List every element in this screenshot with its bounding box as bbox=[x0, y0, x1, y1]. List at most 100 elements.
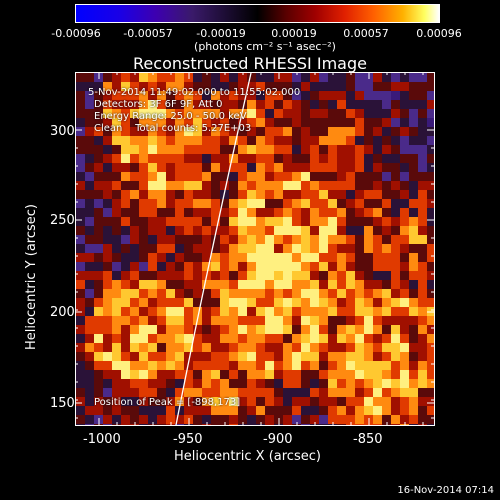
image-pixel bbox=[274, 82, 283, 91]
image-pixel bbox=[427, 253, 434, 262]
image-pixel bbox=[211, 370, 220, 379]
image-pixel bbox=[85, 190, 94, 199]
image-pixel bbox=[157, 388, 166, 397]
image-pixel bbox=[301, 163, 310, 172]
image-pixel bbox=[391, 172, 400, 181]
image-pixel bbox=[229, 361, 238, 370]
image-pixel bbox=[220, 82, 229, 91]
image-pixel bbox=[274, 307, 283, 316]
image-pixel bbox=[355, 118, 364, 127]
image-pixel bbox=[193, 262, 202, 271]
image-pixel bbox=[121, 190, 130, 199]
image-pixel bbox=[256, 73, 265, 82]
image-pixel bbox=[427, 82, 434, 91]
image-pixel bbox=[130, 298, 139, 307]
image-pixel bbox=[400, 406, 409, 415]
image-pixel bbox=[238, 82, 247, 91]
image-pixel bbox=[202, 100, 211, 109]
image-pixel bbox=[211, 343, 220, 352]
image-pixel bbox=[112, 235, 121, 244]
image-pixel bbox=[301, 343, 310, 352]
image-pixel bbox=[76, 388, 85, 397]
image-pixel bbox=[130, 307, 139, 316]
image-pixel bbox=[382, 73, 391, 82]
image-pixel bbox=[310, 235, 319, 244]
image-pixel bbox=[148, 100, 157, 109]
image-pixel bbox=[256, 415, 265, 424]
image-pixel bbox=[292, 181, 301, 190]
image-pixel bbox=[184, 370, 193, 379]
image-pixel bbox=[256, 334, 265, 343]
image-pixel bbox=[184, 217, 193, 226]
image-pixel bbox=[373, 415, 382, 424]
image-pixel bbox=[211, 145, 220, 154]
image-pixel bbox=[238, 91, 247, 100]
image-pixel bbox=[238, 181, 247, 190]
image-pixel bbox=[184, 280, 193, 289]
image-pixel bbox=[139, 298, 148, 307]
image-pixel bbox=[265, 370, 274, 379]
image-pixel bbox=[400, 190, 409, 199]
image-pixel bbox=[157, 262, 166, 271]
image-pixel bbox=[94, 379, 103, 388]
image-pixel bbox=[247, 226, 256, 235]
image-pixel bbox=[319, 82, 328, 91]
image-pixel bbox=[148, 172, 157, 181]
image-pixel bbox=[85, 253, 94, 262]
image-pixel bbox=[265, 217, 274, 226]
image-pixel bbox=[202, 145, 211, 154]
image-pixel bbox=[382, 316, 391, 325]
image-pixel bbox=[238, 289, 247, 298]
image-pixel bbox=[400, 280, 409, 289]
image-pixel bbox=[265, 208, 274, 217]
image-pixel bbox=[157, 379, 166, 388]
image-pixel bbox=[94, 280, 103, 289]
image-pixel bbox=[274, 388, 283, 397]
image-pixel bbox=[247, 424, 256, 425]
image-pixel bbox=[265, 352, 274, 361]
image-pixel bbox=[139, 190, 148, 199]
image-pixel bbox=[310, 217, 319, 226]
image-pixel bbox=[220, 136, 229, 145]
image-pixel bbox=[193, 172, 202, 181]
image-pixel bbox=[94, 217, 103, 226]
image-pixel bbox=[148, 388, 157, 397]
image-pixel bbox=[427, 415, 434, 424]
image-pixel bbox=[292, 307, 301, 316]
image-pixel bbox=[319, 253, 328, 262]
image-pixel bbox=[220, 226, 229, 235]
image-pixel bbox=[355, 361, 364, 370]
image-pixel bbox=[85, 361, 94, 370]
image-pixel bbox=[130, 325, 139, 334]
image-pixel bbox=[346, 316, 355, 325]
image-pixel bbox=[256, 262, 265, 271]
image-pixel bbox=[301, 217, 310, 226]
image-pixel bbox=[391, 307, 400, 316]
image-pixel bbox=[400, 172, 409, 181]
image-pixel bbox=[175, 91, 184, 100]
image-pixel bbox=[409, 91, 418, 100]
image-pixel bbox=[418, 352, 427, 361]
image-pixel bbox=[121, 289, 130, 298]
image-pixel bbox=[166, 100, 175, 109]
image-pixel bbox=[391, 397, 400, 406]
image-pixel bbox=[382, 118, 391, 127]
image-pixel bbox=[274, 397, 283, 406]
image-pixel bbox=[265, 244, 274, 253]
image-pixel bbox=[382, 379, 391, 388]
image-pixel bbox=[148, 91, 157, 100]
image-pixel bbox=[418, 325, 427, 334]
image-pixel bbox=[229, 235, 238, 244]
image-pixel bbox=[355, 343, 364, 352]
image-pixel bbox=[85, 145, 94, 154]
image-pixel bbox=[148, 199, 157, 208]
image-pixel bbox=[418, 91, 427, 100]
image-pixel bbox=[247, 235, 256, 244]
image-pixel bbox=[166, 280, 175, 289]
image-pixel bbox=[364, 307, 373, 316]
image-pixel bbox=[112, 82, 121, 91]
image-pixel bbox=[121, 235, 130, 244]
image-pixel bbox=[265, 172, 274, 181]
image-pixel bbox=[337, 262, 346, 271]
image-pixel bbox=[292, 145, 301, 154]
